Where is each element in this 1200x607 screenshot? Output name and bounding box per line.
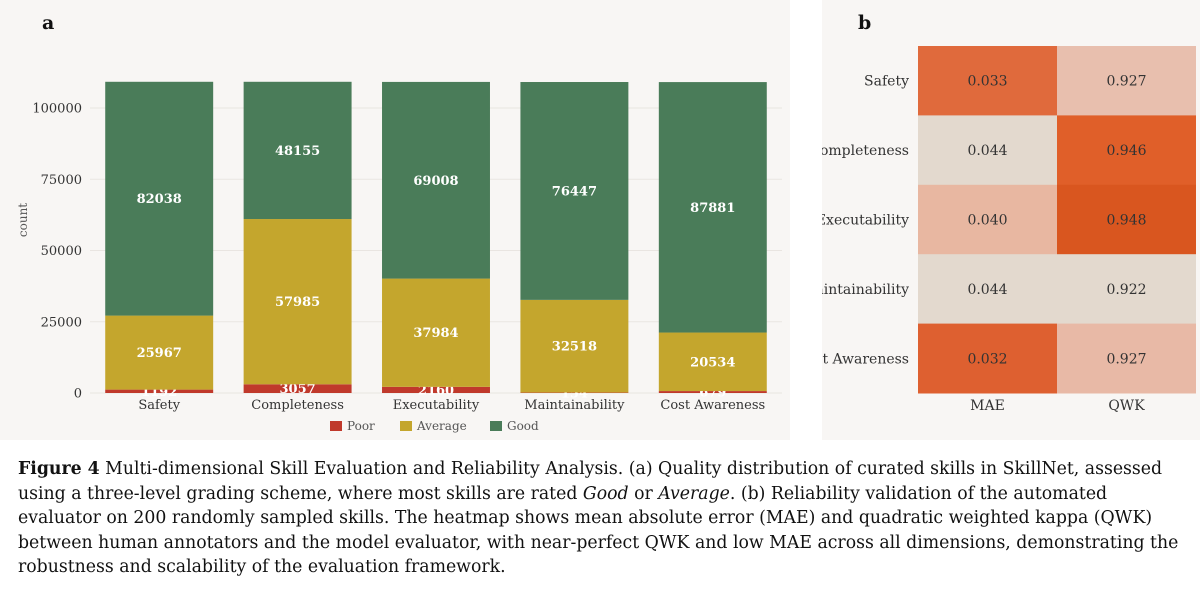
y-tick-label: 75000 [41,173,82,188]
heatmap-row-label: Cost Awareness [822,351,909,367]
bar-safety-average [105,315,214,390]
bar-executability-average [382,278,490,387]
bar-value-label: 2160 [418,383,454,398]
heatmap-row-label: Completeness [822,143,909,159]
legend-swatch-poor [330,421,342,431]
bar-completeness-average [243,219,352,385]
legend-label-average: Average [416,419,467,433]
heatmap-cell-value: 0.927 [1106,74,1146,90]
bar-executability-poor [382,386,490,393]
y-tick-label: 100000 [32,102,82,117]
caption-text-3: . (b) Reliability validation of the auto… [18,483,1179,578]
bar-completeness-good [243,81,352,220]
bar-value-label: 37984 [413,326,458,341]
bar-value-label: 48155 [275,144,320,159]
figure-label: Figure 4 [18,459,100,479]
caption-text-2: or [628,483,659,504]
heatmap-cell-value: 0.032 [967,351,1007,367]
bar-safety-poor [105,389,214,393]
x-tick-label: Maintainability [524,398,625,413]
heatmap-cell-cost-awareness-qwk [1057,323,1196,394]
heatmap-cell-value: 0.946 [1106,143,1146,159]
x-tick-label: Completeness [251,398,344,413]
y-tick-label: 25000 [41,315,82,330]
bar-maintainability-average [520,299,629,393]
bar-value-label: 82038 [137,192,182,207]
bar-value-label: 69008 [413,174,458,189]
caption-text-1: Multi-dimensional Skill Evaluation and R… [18,459,1163,504]
heatmap-cell-value: 0.044 [967,143,1007,159]
heatmap-cell-safety-mae [918,46,1057,116]
panel-label-a: a [42,12,54,34]
legend-label-good: Good [507,419,539,433]
heatmap-row-label: Safety [864,74,909,90]
heatmap-row-label: Executability [822,213,909,229]
bar-executability-good [382,81,490,279]
stacked-bar-chart: a 11922596782038305757985481552160379846… [16,12,782,433]
legend-label-poor: Poor [347,419,375,433]
caption-emph-average: Average [658,483,730,504]
bar-value-label: 57985 [275,295,320,310]
heatmap-cell-executability-qwk [1057,184,1196,255]
x-tick-label: Safety [138,398,180,413]
legend-swatch-average [400,421,412,431]
heatmap-cell-value: 0.948 [1106,213,1146,229]
heatmap-cell-value: 0.040 [967,213,1007,229]
bar-value-label: 87881 [690,201,735,216]
panel-label-b: b [858,12,871,34]
heatmap-cell-value: 0.044 [967,282,1007,298]
y-tick-label: 0 [74,387,82,402]
heatmap-cell-maintainability-mae [918,254,1057,325]
heatmap-cell-value: 0.922 [1106,282,1146,298]
heatmap-cell-maintainability-qwk [1057,254,1196,325]
heatmap-cell-completeness-mae [918,115,1057,186]
bar-value-label: 3057 [280,382,316,397]
heatmap-cell-cost-awareness-mae [918,323,1057,394]
bar-value-label: 25967 [137,346,182,361]
bar-completeness-poor [243,384,352,393]
heatmap-cell-value: 0.033 [967,74,1007,90]
heatmap-cell-completeness-qwk [1057,115,1196,186]
bar-value-label: 20534 [690,355,735,370]
x-tick-label: Cost Awareness [660,398,765,413]
heatmap-col-label: MAE [970,398,1005,414]
bar-value-label: 76447 [552,184,597,199]
bar-cost-awareness-average [658,332,767,392]
bar-cost-awareness-good [658,82,767,333]
panel-b: b 0.033 0.927 0.044 0.946 0.040 0.948 0.044 0.9… [796,0,1200,440]
x-tick-label: Executability [393,398,480,413]
heatmap-row-label: Maintainability [822,282,909,298]
legend-swatch-good [490,421,502,431]
heatmap-cell-value: 0.927 [1106,351,1146,367]
bar-cost-awareness-poor [658,391,767,393]
figure-caption: Figure 4 Multi-dimensional Skill Evaluat… [18,457,1188,580]
caption-emph-good: Good [582,483,629,504]
bar-value-label: 32518 [552,340,597,355]
bar-safety-good [105,81,214,316]
heatmap-col-label: QWK [1108,398,1145,414]
heatmap-cell-safety-qwk [1057,46,1196,116]
heatmap-chart: b 0.033 0.927 0.044 0.946 0.040 0.948 0.044 0.9… [796,12,1196,414]
heatmap-cell-executability-mae [918,184,1057,255]
panel-a: a 1192 25967 82038 3057 57985 48155 2160 37984 6… [0,0,790,440]
y-axis-label: count [16,203,30,237]
bar-maintainability-good [520,82,629,300]
y-tick-label: 50000 [41,244,82,259]
